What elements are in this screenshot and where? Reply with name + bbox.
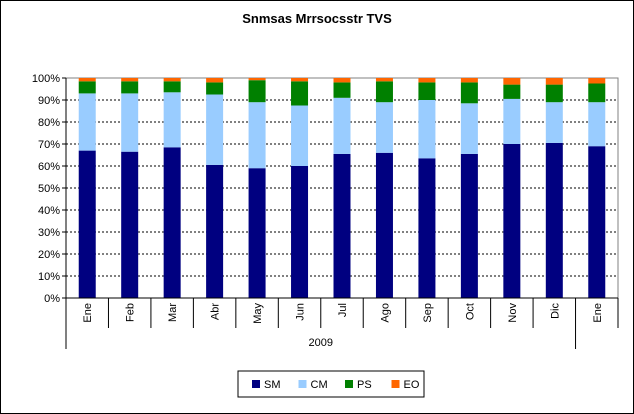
bar-sm-nov: [503, 144, 521, 298]
y-tick-label: 80%: [38, 117, 60, 129]
bar-eo-jul: [333, 78, 351, 83]
y-tick-label: 40%: [38, 205, 60, 217]
bar-eo-may: [248, 78, 266, 81]
bar-ps-may: [248, 80, 266, 103]
x-tick-label: Jul: [337, 303, 349, 317]
bar-ps-dic: [545, 84, 563, 103]
legend-swatch-ps: [345, 380, 353, 388]
bar-eo-ene: [78, 78, 96, 82]
bar-sm-may: [248, 168, 266, 298]
bar-cm-mar: [163, 92, 181, 148]
y-tick-label: 100%: [32, 73, 60, 85]
bar-ps-ene: [588, 83, 606, 103]
bar-cm-ene: [78, 93, 96, 151]
x-tick-label: Oct: [464, 303, 476, 320]
bar-cm-ago: [375, 102, 393, 153]
bar-sm-feb: [121, 151, 139, 298]
bar-eo-nov: [503, 78, 521, 85]
bar-sm-jul: [333, 153, 351, 298]
x-tick-label: May: [252, 303, 264, 324]
legend-box: [237, 370, 425, 398]
bar-cm-oct: [460, 103, 478, 154]
bar-ps-oct: [460, 82, 478, 104]
legend: SM CM PS EO: [237, 370, 425, 398]
bar-ps-ene: [78, 81, 96, 94]
x-tick-label: Nov: [507, 303, 519, 323]
x-tick-label: Ago: [379, 303, 391, 323]
bar-cm-jul: [333, 97, 351, 154]
bar-cm-feb: [121, 93, 139, 152]
x-tick-label: Mar: [167, 303, 179, 322]
y-tick-label: 50%: [38, 183, 60, 195]
bar-ps-jun: [291, 81, 309, 106]
x-group-label: 2009: [309, 337, 333, 349]
x-tick-label: Sep: [422, 303, 434, 323]
bar-sm-ago: [375, 152, 393, 298]
bar-cm-may: [248, 102, 266, 169]
bar-sm-ene: [588, 146, 606, 298]
x-tick-label: Abr: [210, 303, 222, 320]
y-tick-label: 90%: [38, 95, 60, 107]
bar-cm-sep: [418, 100, 436, 159]
legend-swatch-eo: [391, 380, 400, 388]
bar-eo-jun: [291, 78, 309, 82]
legend-swatch-sm: [252, 380, 260, 388]
x-tick-label: Jun: [295, 303, 307, 321]
bar-eo-abr: [206, 78, 224, 83]
legend-label-ps: PS: [357, 379, 372, 391]
y-tick-label: 0%: [44, 293, 60, 305]
x-tick-label: Ene: [82, 303, 94, 323]
x-tick-label: Ene: [592, 303, 604, 323]
bar-sm-abr: [206, 164, 224, 298]
bar-eo-ene: [588, 78, 606, 84]
y-tick-label: 20%: [38, 249, 60, 261]
legend-label-sm: SM: [264, 379, 281, 391]
bar-ps-sep: [418, 82, 436, 100]
bar-ps-jul: [333, 82, 351, 98]
bar-sm-mar: [163, 147, 181, 298]
bar-eo-feb: [121, 78, 139, 82]
bar-ps-mar: [163, 81, 181, 93]
bar-cm-jun: [291, 105, 309, 166]
bar-cm-ene: [588, 102, 606, 147]
x-tick-label: Feb: [125, 303, 137, 322]
bar-sm-ene: [78, 150, 96, 298]
bars: [78, 78, 606, 298]
bar-eo-mar: [163, 78, 181, 82]
bar-ps-nov: [503, 84, 521, 99]
bar-sm-dic: [545, 142, 563, 298]
bar-sm-oct: [460, 153, 478, 298]
legend-label-cm: CM: [311, 379, 328, 391]
y-tick-label: 70%: [38, 139, 60, 151]
bar-sm-sep: [418, 158, 436, 298]
y-tick-label: 60%: [38, 161, 60, 173]
bar-cm-abr: [206, 94, 224, 165]
legend-label-eo: EO: [404, 379, 420, 391]
chart-title: Snmsas Mrrsocsstr TVS: [242, 11, 392, 26]
bar-sm-jun: [291, 166, 309, 298]
bar-eo-dic: [545, 78, 563, 85]
bar-eo-oct: [460, 78, 478, 83]
bar-eo-ago: [375, 78, 393, 82]
bar-ps-abr: [206, 82, 224, 95]
y-tick-label: 30%: [38, 227, 60, 239]
bar-eo-sep: [418, 78, 436, 83]
bar-ps-feb: [121, 81, 139, 94]
axes: 0% 10% 20% 30% 40% 50% 60% 70% 80% 90% 100% Ene Feb M…: [32, 73, 619, 349]
bar-ps-ago: [375, 81, 393, 103]
x-tick-label: Dic: [549, 303, 561, 319]
bar-cm-dic: [545, 102, 563, 143]
legend-swatch-cm: [298, 380, 307, 388]
bar-cm-nov: [503, 98, 521, 144]
y-tick-label: 10%: [38, 271, 60, 283]
